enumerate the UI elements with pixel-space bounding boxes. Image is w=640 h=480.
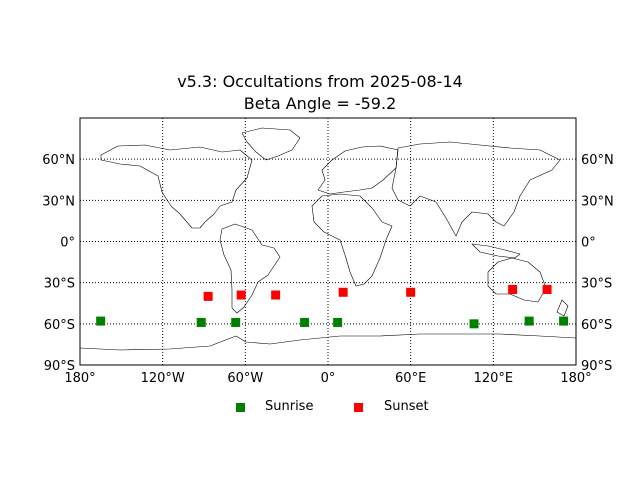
sunset-point (338, 287, 348, 297)
new-zealand-outline (556, 299, 569, 317)
indonesia-outline (471, 243, 521, 259)
asia-outline (391, 141, 561, 237)
y-tick-label-left: 60°N (42, 153, 75, 168)
sunset-point (406, 287, 416, 297)
x-tick-label: 60°E (395, 371, 426, 386)
y-tick-label-right: 30°N (581, 194, 614, 209)
sunrise-point (469, 319, 479, 329)
sunrise-point (559, 316, 569, 326)
sunrise-point (196, 317, 206, 327)
sunset-point (542, 285, 552, 295)
greenland-outline (241, 127, 301, 161)
y-tick-label-right: 60°N (581, 153, 614, 168)
legend-swatch-sunrise (236, 403, 245, 412)
sunrise-point (524, 316, 534, 326)
y-tick-label-right: 60°S (581, 318, 612, 333)
graticule (80, 118, 576, 365)
occultation-points (96, 285, 569, 329)
south-america-outline (219, 223, 281, 314)
x-tick-label: 180° (64, 371, 95, 386)
antarctica-outline (79, 333, 577, 351)
x-tick-label: 120°W (141, 371, 185, 386)
sunrise-point (96, 316, 106, 326)
legend-swatch-sunset (354, 403, 363, 412)
legend: Sunrise Sunset (0, 399, 640, 419)
x-tick-label: 0° (321, 371, 336, 386)
coastline-outlines (79, 127, 577, 351)
x-tick-label: 60°W (227, 371, 263, 386)
sunrise-point (300, 317, 310, 327)
north-america-outline (100, 144, 253, 229)
y-tick-label-left: 30°S (44, 277, 75, 292)
legend-label-sunrise: Sunrise (265, 399, 314, 414)
australia-outline (487, 257, 547, 303)
y-tick-label-left: 0° (60, 236, 75, 251)
x-tick-label: 180° (560, 371, 591, 386)
y-tick-label-right: 0° (581, 236, 596, 251)
y-tick-label-right: 90°S (581, 359, 612, 374)
chart-title: v5.3: Occultations from 2025-08-14 (177, 72, 463, 91)
africa-outline (311, 193, 393, 287)
plot-frame (79, 117, 577, 366)
sunset-point (203, 291, 213, 301)
legend-label-sunset: Sunset (384, 399, 429, 414)
y-tick-label-right: 30°S (581, 277, 612, 292)
y-tick-label-left: 60°S (44, 318, 75, 333)
sunset-point (508, 285, 518, 295)
chart-subtitle: Beta Angle = -59.2 (243, 94, 397, 113)
y-tick-label-left: 30°N (42, 194, 75, 209)
sunset-point (271, 290, 281, 300)
sunrise-point (333, 317, 343, 327)
sunset-point (236, 290, 246, 300)
y-tick-label-left: 90°S (44, 359, 75, 374)
x-tick-label: 120°E (474, 371, 514, 386)
sunrise-point (231, 317, 241, 327)
